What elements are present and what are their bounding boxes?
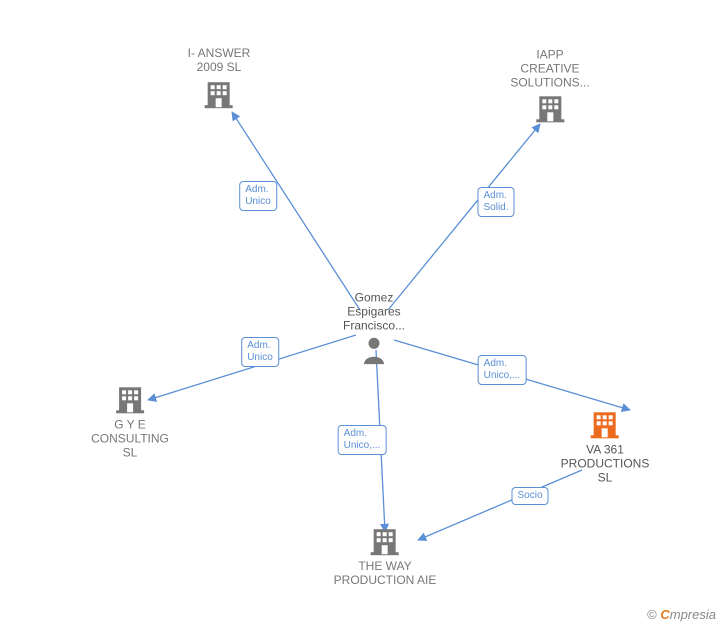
- node-label: G Y E CONSULTING SL: [91, 418, 169, 459]
- building-icon: [188, 79, 251, 109]
- building-icon: [91, 384, 169, 414]
- node-label: VA 361 PRODUCTIONS SL: [561, 443, 650, 484]
- edge-label[interactable]: Socio: [511, 487, 548, 505]
- edge-label[interactable]: Adm. Solid.: [477, 187, 514, 217]
- node-company-gye[interactable]: G Y E CONSULTING SL: [91, 380, 169, 459]
- node-label: I- ANSWER 2009 SL: [188, 47, 251, 75]
- edge-line: [232, 112, 360, 310]
- diagram-canvas: Gomez Espigares Francisco... I- ANSWER 2…: [0, 0, 728, 630]
- person-icon: [343, 337, 405, 365]
- node-label: IAPP CREATIVE SOLUTIONS...: [510, 48, 589, 89]
- edge-label[interactable]: Adm. Unico: [239, 181, 277, 211]
- edge-label[interactable]: Adm. Unico,...: [478, 355, 527, 385]
- building-icon: [510, 94, 589, 124]
- watermark: © Cmpresia: [647, 607, 716, 622]
- building-icon: [561, 409, 650, 439]
- node-person-center[interactable]: Gomez Espigares Francisco...: [343, 291, 405, 368]
- node-company-iapp[interactable]: IAPP CREATIVE SOLUTIONS...: [510, 48, 589, 127]
- brand-rest: mpresia: [670, 607, 716, 622]
- node-label: Gomez Espigares Francisco...: [343, 291, 405, 332]
- copyright-symbol: ©: [647, 607, 657, 622]
- edge-label[interactable]: Adm. Unico,...: [338, 425, 387, 455]
- node-company-ianswer[interactable]: I- ANSWER 2009 SL: [188, 47, 251, 113]
- edge-line: [388, 124, 540, 310]
- edge-label[interactable]: Adm. Unico: [241, 337, 279, 367]
- edge-line: [418, 470, 582, 540]
- node-company-theway[interactable]: THE WAY PRODUCTION AIE: [334, 522, 437, 588]
- node-company-va361[interactable]: VA 361 PRODUCTIONS SL: [561, 405, 650, 484]
- node-label: THE WAY PRODUCTION AIE: [334, 560, 437, 588]
- brand-first-letter: C: [660, 607, 669, 622]
- building-icon: [334, 526, 437, 556]
